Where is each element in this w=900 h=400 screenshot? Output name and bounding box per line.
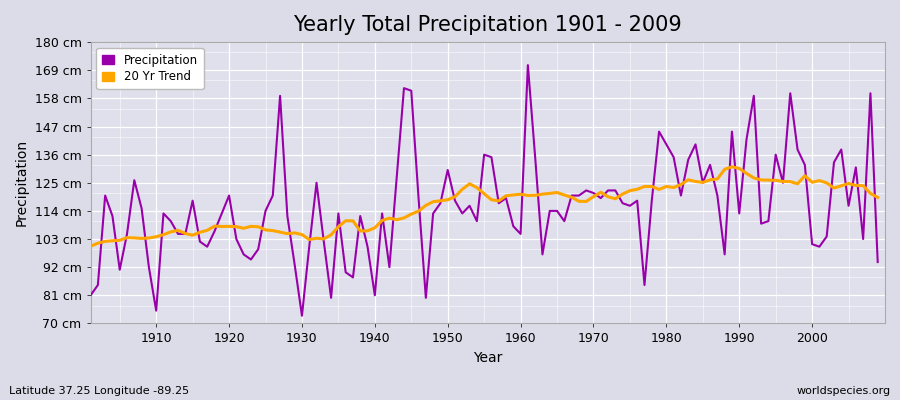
Precipitation [296,313,307,318]
Title: Yearly Total Precipitation 1901 - 2009: Yearly Total Precipitation 1901 - 2009 [293,15,682,35]
Precipitation [86,293,96,298]
20 Yr Trend [515,192,526,197]
Line: Precipitation: Precipitation [91,65,878,316]
Precipitation [143,265,154,270]
Text: worldspecies.org: worldspecies.org [796,386,891,396]
Precipitation [872,260,883,264]
Y-axis label: Precipitation: Precipitation [15,139,29,226]
20 Yr Trend [347,218,358,223]
20 Yr Trend [726,164,737,169]
Legend: Precipitation, 20 Yr Trend: Precipitation, 20 Yr Trend [96,48,203,89]
Text: Latitude 37.25 Longitude -89.25: Latitude 37.25 Longitude -89.25 [9,386,189,396]
Line: 20 Yr Trend: 20 Yr Trend [91,167,878,246]
20 Yr Trend [603,194,614,199]
20 Yr Trend [86,244,96,248]
Precipitation [617,201,628,206]
Precipitation [515,232,526,236]
Precipitation [355,214,365,218]
20 Yr Trend [143,236,154,240]
Precipitation [530,155,541,160]
Precipitation [311,180,322,185]
X-axis label: Year: Year [473,351,502,365]
20 Yr Trend [508,192,518,197]
Precipitation [523,63,534,68]
20 Yr Trend [304,237,315,242]
20 Yr Trend [872,195,883,200]
